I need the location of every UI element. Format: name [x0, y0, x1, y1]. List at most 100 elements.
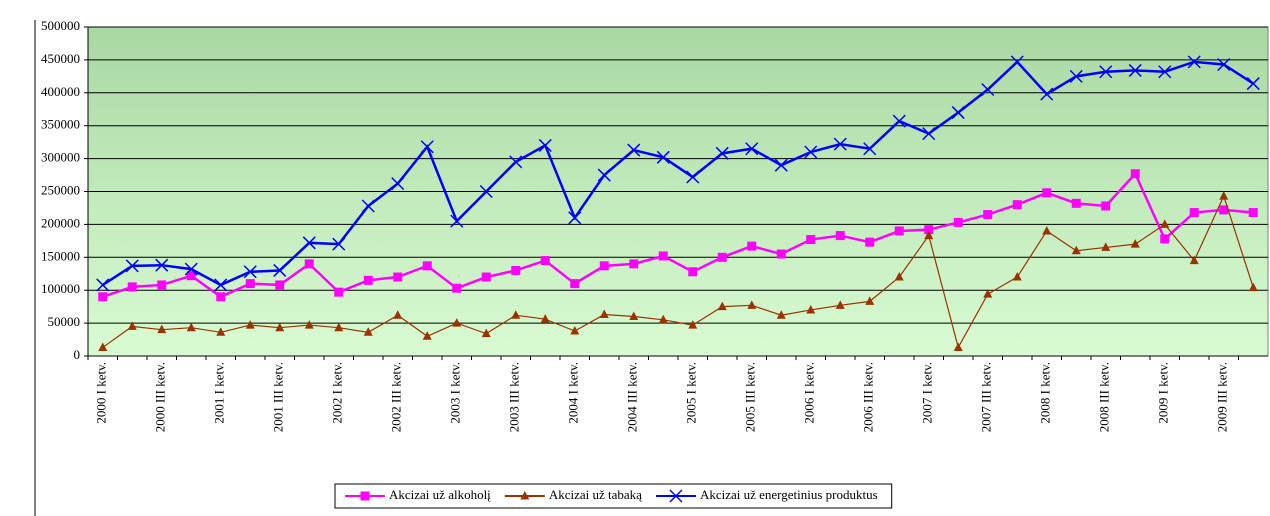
- x-tick-label: 2001 III ketv.: [271, 362, 286, 432]
- point: [125, 259, 139, 273]
- y-tick-label: 500000: [41, 18, 80, 33]
- point: [865, 237, 875, 247]
- point: [157, 324, 167, 334]
- point: [806, 235, 816, 245]
- point: [863, 142, 877, 156]
- point: [1248, 282, 1258, 292]
- point: [776, 310, 786, 319]
- point: [420, 140, 434, 154]
- point: [302, 236, 316, 250]
- point: [570, 279, 580, 289]
- point: [393, 310, 403, 319]
- point: [511, 310, 521, 319]
- y-tick-label: 50000: [48, 314, 81, 329]
- point: [1130, 239, 1140, 248]
- point: [275, 322, 285, 332]
- y-tick-label: 450000: [41, 51, 80, 66]
- y-tick-label: 250000: [41, 182, 80, 197]
- x-tick-label: 2008 I ketv.: [1038, 362, 1053, 424]
- point: [1160, 234, 1170, 244]
- point: [363, 327, 373, 336]
- point: [774, 158, 788, 172]
- point: [745, 142, 759, 156]
- point: [245, 320, 255, 329]
- point: [835, 231, 845, 241]
- point: [658, 314, 668, 324]
- x-tick-label: 2005 I ketv.: [684, 362, 699, 424]
- point: [479, 184, 493, 199]
- point: [1130, 169, 1140, 179]
- point: [332, 237, 346, 251]
- point: [658, 251, 668, 261]
- point: [924, 230, 934, 240]
- point: [570, 325, 580, 335]
- point: [186, 271, 196, 281]
- point: [393, 272, 403, 282]
- point: [334, 287, 344, 297]
- point: [1012, 272, 1022, 281]
- point: [452, 318, 462, 327]
- point: [1101, 201, 1111, 211]
- point: [983, 210, 993, 220]
- point: [894, 272, 904, 281]
- point: [717, 252, 727, 262]
- point: [747, 300, 757, 309]
- y-tick-label: 0: [74, 347, 81, 362]
- point: [304, 320, 314, 329]
- point: [924, 225, 934, 235]
- point: [715, 146, 729, 160]
- point: [981, 82, 995, 97]
- point: [1246, 77, 1260, 91]
- legend-marker: [520, 491, 530, 500]
- point: [511, 265, 521, 275]
- point: [422, 331, 432, 340]
- point: [481, 328, 491, 338]
- x-tick-label: 2006 I ketv.: [802, 362, 817, 424]
- point: [951, 106, 965, 120]
- y-tick-label: 200000: [41, 215, 80, 230]
- point: [155, 258, 169, 272]
- legend-label: Akcizai už tabaką: [549, 487, 642, 502]
- point: [1012, 200, 1022, 210]
- point: [98, 292, 108, 302]
- point: [1187, 55, 1201, 69]
- y-tick-label: 100000: [41, 281, 80, 296]
- point: [540, 256, 550, 266]
- legend-marker: [360, 491, 370, 501]
- point: [243, 265, 257, 279]
- point: [747, 241, 757, 251]
- point: [304, 259, 314, 269]
- point: [361, 199, 375, 213]
- series-line: [102, 194, 1254, 350]
- point: [273, 263, 287, 277]
- point: [894, 226, 904, 236]
- point: [216, 292, 226, 302]
- legend-marker: [669, 489, 683, 503]
- point: [363, 275, 373, 285]
- point: [422, 261, 432, 271]
- point: [629, 311, 639, 321]
- legend-label: Akcizai už alkoholį: [389, 487, 491, 502]
- point: [717, 301, 727, 311]
- point: [538, 138, 552, 152]
- x-tick-label: 2000 I ketv.: [94, 362, 109, 424]
- point: [214, 278, 228, 292]
- point: [629, 259, 639, 269]
- point: [1128, 63, 1142, 77]
- x-tick-label: 2007 I ketv.: [920, 362, 935, 424]
- point: [1217, 57, 1231, 72]
- point: [1189, 208, 1199, 218]
- point: [391, 177, 405, 191]
- point: [1071, 198, 1081, 208]
- point: [892, 114, 906, 128]
- x-tick-label: 2009 III ketv.: [1215, 362, 1230, 432]
- point: [216, 327, 226, 336]
- point: [1010, 55, 1024, 69]
- legend-label: Akcizai už energetinius produktus: [700, 487, 878, 502]
- x-tick-label: 2007 III ketv.: [979, 362, 994, 432]
- point: [1101, 242, 1111, 251]
- point: [688, 267, 698, 277]
- point: [186, 322, 196, 332]
- x-tick-label: 2004 III ketv.: [625, 362, 640, 432]
